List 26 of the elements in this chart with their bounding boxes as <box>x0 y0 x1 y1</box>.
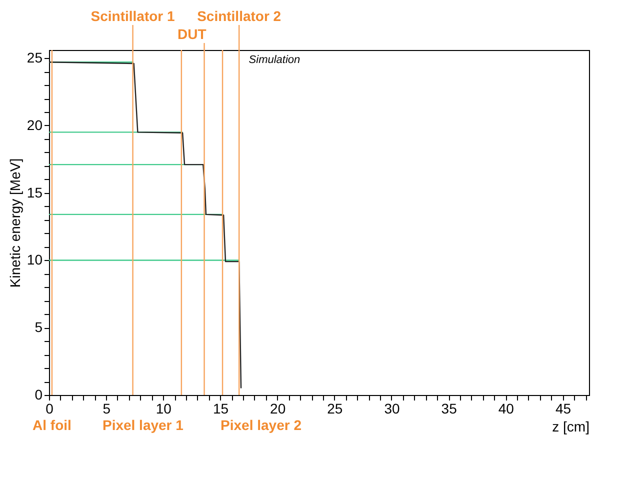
line-series <box>48 62 242 389</box>
x-tick-label: 20 <box>270 400 286 416</box>
y-tick-label: 20 <box>26 116 43 133</box>
x-tick-label: 10 <box>156 400 172 416</box>
y-axis-title: Kinetic energy [MeV] <box>6 158 23 288</box>
y-tick-label: 5 <box>34 319 43 336</box>
x-tick-label: 5 <box>102 400 111 416</box>
ref-line-label: Pixel layer 1 <box>102 417 184 433</box>
x-axis-title: z [cm] <box>552 418 590 434</box>
y-tick-label: 0 <box>34 386 43 402</box>
ref-line-label: Al foil <box>32 417 72 433</box>
x-tick-label: 45 <box>555 400 572 416</box>
ref-line-label: Scintillator 2 <box>197 8 282 24</box>
ref-line-label: Pixel layer 2 <box>220 417 302 433</box>
x-tick-label: 35 <box>441 400 458 416</box>
x-tick-label: 30 <box>384 400 400 416</box>
x-tick-label: 25 <box>327 400 343 416</box>
ref-line-label: DUT <box>177 26 207 42</box>
x-tick-label: 15 <box>212 400 229 416</box>
annotation: Simulation <box>248 54 300 66</box>
x-tick-label: 40 <box>498 400 514 416</box>
ref-line-label: Scintillator 1 <box>90 8 176 24</box>
y-tick-label: 25 <box>26 50 43 66</box>
y-tick-label: 15 <box>26 184 43 200</box>
x-tick-label: 0 <box>46 400 54 416</box>
y-tick-label: 10 <box>26 252 43 268</box>
